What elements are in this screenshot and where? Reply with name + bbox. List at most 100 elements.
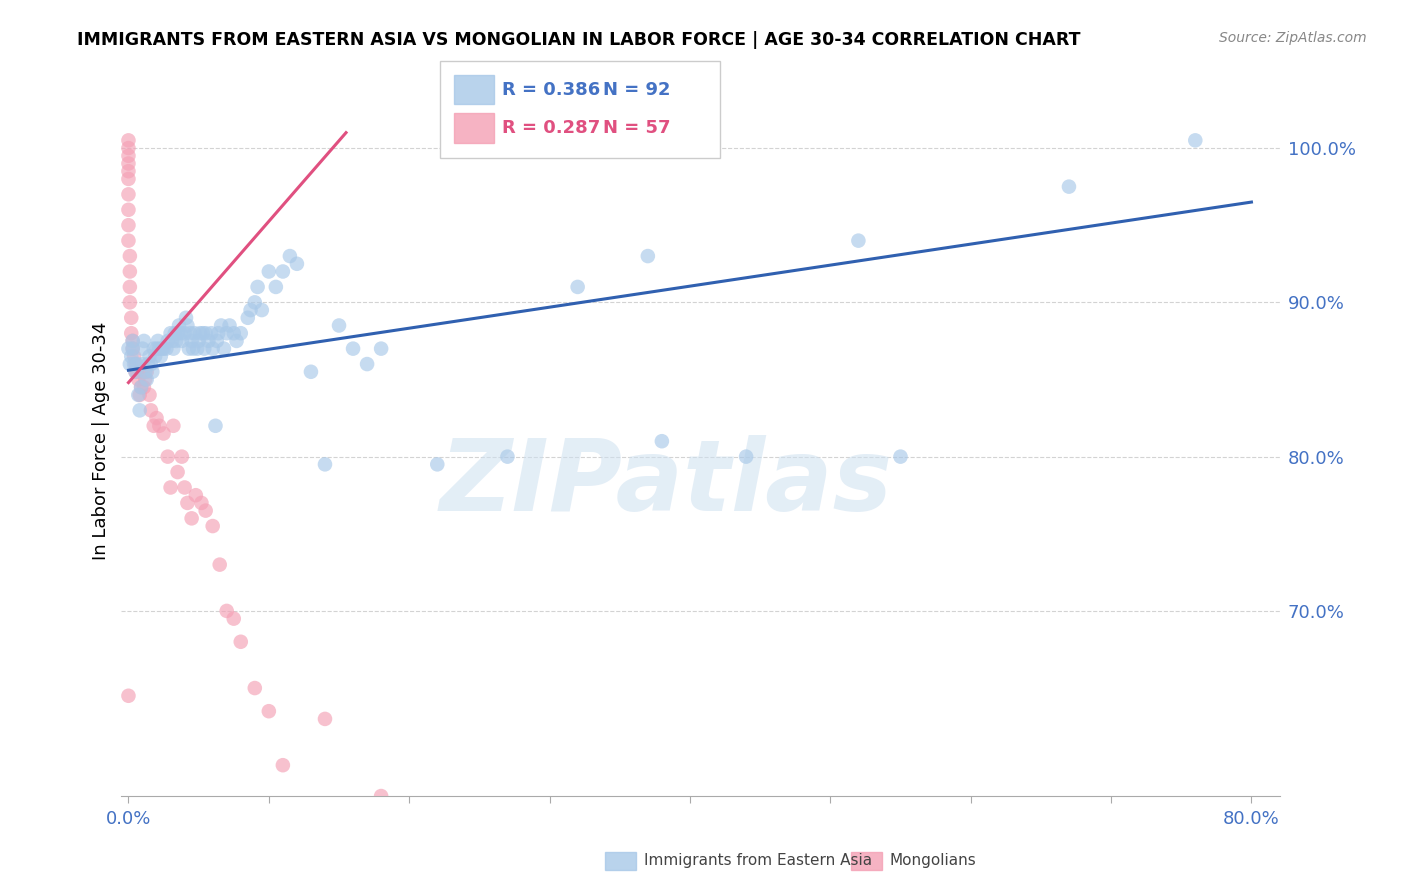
Point <box>141 365 163 379</box>
Point <box>121 342 143 356</box>
Point <box>250 303 273 318</box>
Point <box>117 218 139 232</box>
Point <box>132 380 155 394</box>
Point <box>166 326 188 341</box>
Point <box>136 357 159 371</box>
Point <box>278 249 301 263</box>
Point <box>148 418 170 433</box>
Point <box>285 257 308 271</box>
Point <box>370 342 392 356</box>
Point <box>207 326 229 341</box>
Point <box>239 303 262 318</box>
Point <box>212 342 235 356</box>
Point <box>183 326 205 341</box>
Point <box>165 334 187 348</box>
Point <box>117 133 139 147</box>
Point <box>170 450 193 464</box>
Point <box>205 334 228 348</box>
Point <box>496 450 519 464</box>
Point <box>117 342 139 356</box>
Point <box>215 326 238 341</box>
Text: Immigrants from Eastern Asia: Immigrants from Eastern Asia <box>644 854 872 868</box>
Point <box>200 326 222 341</box>
Point <box>148 342 170 356</box>
Point <box>117 164 139 178</box>
Point <box>222 612 245 626</box>
Point <box>188 326 211 341</box>
Point <box>138 349 160 363</box>
Point <box>118 357 141 371</box>
Point <box>190 496 212 510</box>
Point <box>117 149 139 163</box>
Point <box>131 365 153 379</box>
Point <box>314 458 336 472</box>
Point <box>117 156 139 170</box>
Point <box>1184 133 1206 147</box>
Point <box>637 249 659 263</box>
Point <box>138 388 160 402</box>
Point <box>117 202 139 217</box>
Point <box>145 342 167 356</box>
Point <box>174 310 197 325</box>
Point <box>156 334 179 348</box>
Point <box>193 342 215 356</box>
Point <box>426 458 449 472</box>
Point <box>163 326 186 341</box>
Point <box>651 434 673 449</box>
Point <box>180 334 202 348</box>
Point <box>370 789 392 803</box>
Point <box>162 418 184 433</box>
Point <box>177 342 200 356</box>
Point <box>127 388 149 402</box>
Point <box>149 349 172 363</box>
Point <box>194 503 217 517</box>
Point <box>129 380 152 394</box>
Point <box>209 318 232 333</box>
Point <box>264 280 287 294</box>
Point <box>170 334 193 348</box>
Point <box>197 334 219 348</box>
Point <box>142 342 165 356</box>
Point <box>179 326 201 341</box>
Point <box>176 318 198 333</box>
Point <box>117 172 139 186</box>
Point <box>180 511 202 525</box>
Point <box>152 342 174 356</box>
Point <box>117 187 139 202</box>
Point <box>222 326 245 341</box>
Point <box>131 357 153 371</box>
Point <box>122 357 145 371</box>
Point <box>159 326 181 341</box>
Point <box>122 349 145 363</box>
Point <box>139 403 162 417</box>
Point <box>128 403 150 417</box>
Point <box>166 465 188 479</box>
Point <box>257 264 280 278</box>
Point <box>271 758 294 772</box>
Point <box>246 280 269 294</box>
Point <box>159 481 181 495</box>
Point <box>167 318 190 333</box>
Point <box>257 704 280 718</box>
Point <box>342 342 364 356</box>
Point <box>889 450 911 464</box>
Point <box>848 234 870 248</box>
Point <box>243 295 266 310</box>
Point <box>134 372 156 386</box>
Point <box>129 380 152 394</box>
Point <box>208 558 231 572</box>
Point <box>117 234 139 248</box>
Point <box>186 342 208 356</box>
Point <box>169 326 191 341</box>
Text: N = 57: N = 57 <box>603 119 671 137</box>
Point <box>118 295 141 310</box>
Point <box>236 310 259 325</box>
Point <box>243 681 266 695</box>
Point <box>127 372 149 386</box>
Point <box>124 365 146 379</box>
Point <box>146 334 169 348</box>
Point <box>191 326 214 341</box>
Point <box>142 418 165 433</box>
Point <box>131 342 153 356</box>
Text: N = 92: N = 92 <box>603 80 671 99</box>
